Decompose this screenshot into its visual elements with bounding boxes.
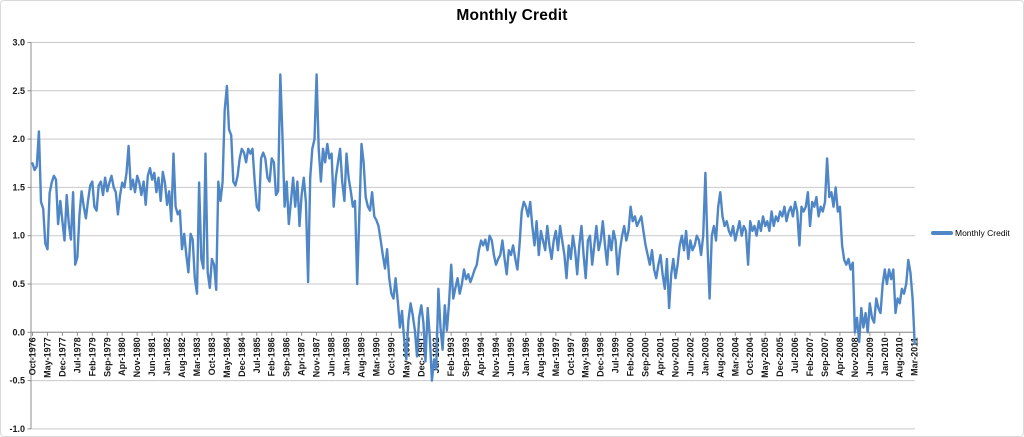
x-axis-label: Sep-1993 bbox=[461, 337, 471, 377]
x-axis-label: Mar-2011 bbox=[910, 337, 920, 376]
x-axis-label: Dec-1998 bbox=[596, 337, 606, 377]
x-axis-label: Dec-1984 bbox=[237, 337, 247, 377]
y-axis-label: 2.0 bbox=[12, 134, 25, 144]
x-axis-label: Feb-2007 bbox=[805, 337, 815, 376]
x-axis-label: Oct-1990 bbox=[386, 337, 396, 375]
x-axis-label: Feb-1993 bbox=[446, 337, 456, 376]
x-axis-label: Feb-2000 bbox=[626, 337, 636, 376]
y-axis-label: 0.0 bbox=[12, 327, 25, 337]
x-axis-label: Nov-1994 bbox=[491, 337, 501, 377]
x-axis-label: Nov-2008 bbox=[850, 337, 860, 377]
x-axis-label: Jan-2010 bbox=[880, 337, 890, 376]
x-axis-label: Apr-2001 bbox=[656, 337, 666, 376]
chart-title: Monthly Credit bbox=[456, 7, 568, 24]
x-axis-label: Aug-1996 bbox=[536, 337, 546, 378]
x-axis-label: Mar-1990 bbox=[371, 337, 381, 376]
x-axis-label: Aug-1989 bbox=[356, 337, 366, 378]
x-axis-label: Jul-1999 bbox=[611, 337, 621, 373]
x-axis-label: Nov-1980 bbox=[132, 337, 142, 377]
x-axis-label: Sep-1986 bbox=[282, 337, 292, 377]
x-axis-label: Jun-1988 bbox=[327, 337, 337, 376]
x-axis-label: Mar-1983 bbox=[192, 337, 202, 376]
x-axis-label: Dec-1991 bbox=[416, 337, 426, 377]
x-axis-label: Nov-1987 bbox=[312, 337, 322, 377]
y-axis-label: 2.5 bbox=[12, 86, 25, 96]
x-axis-label: Jul-1978 bbox=[72, 337, 82, 373]
x-axis-label: Jan-1982 bbox=[162, 337, 172, 376]
x-axis-label: Feb-1986 bbox=[267, 337, 277, 376]
x-axis-label: May-2005 bbox=[760, 337, 770, 378]
x-axis-label: Dec-2005 bbox=[775, 337, 785, 377]
x-axis-label: Apr-2008 bbox=[835, 337, 845, 376]
x-axis-label: Oct-1997 bbox=[566, 337, 576, 375]
x-axis-label: Sep-2000 bbox=[641, 337, 651, 377]
series-line bbox=[31, 73, 916, 382]
y-axis-label: 1.0 bbox=[12, 231, 25, 241]
y-axis-label: 0.5 bbox=[12, 279, 25, 289]
x-axis-label: Jan-1989 bbox=[342, 337, 352, 376]
x-axis-label: Jun-2009 bbox=[865, 337, 875, 376]
x-axis-label: Mar-1997 bbox=[551, 337, 561, 376]
y-axis-label: 3.0 bbox=[12, 38, 25, 48]
x-axis-label: Jun-1981 bbox=[147, 337, 157, 376]
x-axis-label: Jun-1995 bbox=[506, 337, 516, 376]
x-axis-label: Aug-2010 bbox=[895, 337, 905, 378]
x-axis-label: Sep-1979 bbox=[102, 337, 112, 377]
x-axis-label: Jan-1996 bbox=[521, 337, 531, 376]
x-axis-label: Apr-1980 bbox=[117, 337, 127, 376]
x-axis-label: Aug-2003 bbox=[715, 337, 725, 378]
x-axis-label: Apr-1994 bbox=[476, 337, 486, 376]
x-axis-label: Feb-1979 bbox=[87, 337, 97, 376]
x-axis-label: Oct-1983 bbox=[207, 337, 217, 375]
x-axis-label: Sep-2007 bbox=[820, 337, 830, 377]
x-axis-label: Oct-1976 bbox=[28, 337, 38, 375]
x-axis-label: Jun-2002 bbox=[685, 337, 695, 376]
x-axis-label: Dec-1977 bbox=[57, 337, 67, 377]
x-axis-label: May-1984 bbox=[222, 337, 232, 378]
x-axis-label: Nov-2001 bbox=[670, 337, 680, 377]
x-axis-label: Jul-1985 bbox=[252, 337, 262, 373]
y-axis-label: -1.0 bbox=[9, 424, 25, 434]
x-axis-label: Aug-1982 bbox=[177, 337, 187, 378]
x-axis-label: Mar-2004 bbox=[730, 337, 740, 376]
y-axis-label: 1.5 bbox=[12, 182, 25, 192]
legend-label: Monthly Credit bbox=[955, 228, 1010, 238]
y-axis-label: -0.5 bbox=[9, 376, 25, 386]
x-axis-label: May-1977 bbox=[42, 337, 52, 378]
x-axis-label: Jul-2006 bbox=[790, 337, 800, 373]
x-axis-label: Apr-1987 bbox=[297, 337, 307, 376]
legend: Monthly Credit bbox=[931, 228, 1010, 238]
x-axis-label: Oct-2004 bbox=[745, 337, 755, 375]
x-axis-label: May-1998 bbox=[581, 337, 591, 378]
x-axis-label: Jan-2003 bbox=[700, 337, 710, 376]
legend-line-icon bbox=[931, 231, 953, 235]
